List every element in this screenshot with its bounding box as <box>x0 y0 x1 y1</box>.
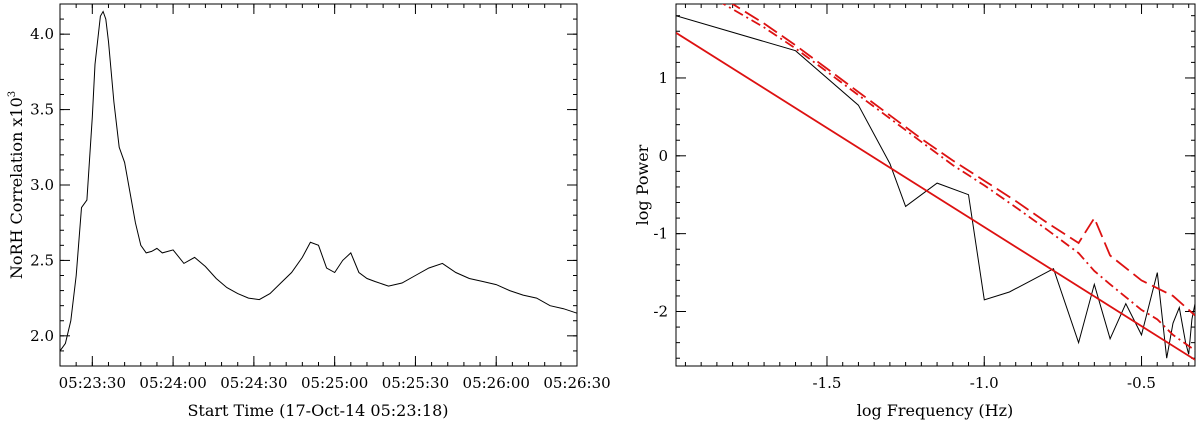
right-y-tick-label: 0 <box>658 147 668 165</box>
right-x-tick-label: -0.5 <box>1127 374 1156 392</box>
right-x-tick-label: -1.5 <box>813 374 842 392</box>
left-y-tick-label: 2.0 <box>30 327 54 345</box>
right-y-tick-label: -2 <box>653 303 668 321</box>
left-chart: 05:23:30 05:24:00 05:24:30 05:25:00 05:25:30… <box>7 3 611 420</box>
right-y-tick-label: -1 <box>653 225 668 243</box>
right-series-fit-line <box>676 32 1195 361</box>
right-tick-labels: -1.5 -1.0 -0.5 1 0 -1 -2 <box>653 69 1156 392</box>
right-y-tick-label: 1 <box>658 69 668 87</box>
left-tick-labels: 05:23:30 05:24:00 05:24:30 05:25:00 05:25:30… <box>30 25 611 392</box>
left-ticks <box>59 3 578 367</box>
left-y-tick-label: 3.5 <box>30 101 54 119</box>
left-x-tick-label: 05:23:30 <box>59 374 126 392</box>
left-x-tick-label: 05:24:00 <box>139 374 206 392</box>
left-x-tick-label: 05:26:30 <box>543 374 610 392</box>
right-y-axis-title: log Power <box>633 144 652 225</box>
left-y-tick-label: 3.0 <box>30 176 54 194</box>
right-series-confidence-dashed <box>730 4 1195 317</box>
left-x-axis-title: Start Time (17-Oct-14 05:23:18) <box>187 401 448 420</box>
left-series-line <box>59 10 578 352</box>
left-x-tick-label: 05:26:00 <box>463 374 530 392</box>
left-y-tick-label: 2.5 <box>30 251 54 269</box>
left-x-tick-label: 05:25:00 <box>301 374 368 392</box>
right-series-confidence-dashdot <box>721 4 1195 352</box>
left-y-axis-title-main: NoRH Correlation x10 <box>7 97 26 279</box>
left-x-tick-label: 05:25:30 <box>382 374 449 392</box>
right-chart: -1.5 -1.0 -0.5 1 0 -1 -2 log Frequency (Hz) lo… <box>633 3 1196 420</box>
left-y-axis-title-exponent: 3 <box>7 91 18 97</box>
right-x-tick-label: -1.0 <box>970 374 999 392</box>
right-x-axis-title: log Frequency (Hz) <box>857 401 1014 420</box>
right-series-group <box>676 4 1195 361</box>
left-plot-frame <box>59 3 578 367</box>
left-y-tick-label: 4.0 <box>30 25 54 43</box>
right-plot-frame <box>675 3 1196 367</box>
left-x-tick-label: 05:24:30 <box>220 374 287 392</box>
right-series-power-spectrum <box>676 15 1195 359</box>
left-y-axis-title: NoRH Correlation x103 <box>7 91 26 279</box>
